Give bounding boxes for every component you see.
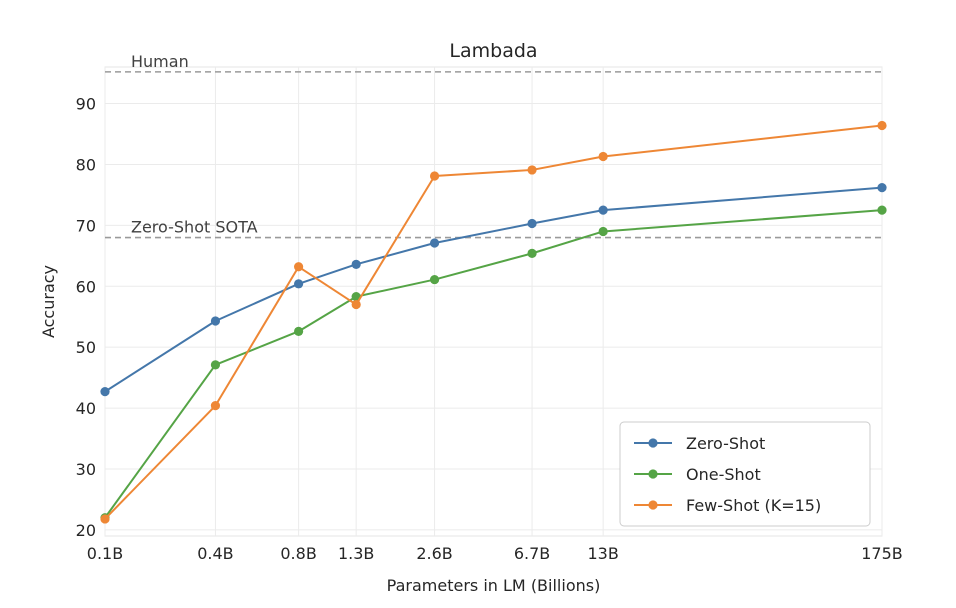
data-point xyxy=(429,274,440,285)
x-tick-label: 0.8B xyxy=(280,544,316,563)
y-tick-label: 40 xyxy=(76,399,96,418)
data-point xyxy=(351,259,361,269)
data-point xyxy=(100,514,110,524)
data-point xyxy=(294,279,304,289)
data-point xyxy=(294,262,304,272)
data-point xyxy=(429,171,440,181)
data-point xyxy=(351,299,361,310)
y-tick-label: 90 xyxy=(76,95,96,114)
reference-line-label: Zero-Shot SOTA xyxy=(131,218,258,237)
data-point xyxy=(598,205,608,215)
reference-lines: Human Zero-Shot SOTA xyxy=(105,52,882,239)
data-point xyxy=(210,360,221,370)
series-one-shot xyxy=(100,205,887,523)
series-few-shot-k-15 xyxy=(100,120,887,524)
y-tick-label: 20 xyxy=(76,521,96,540)
legend-item: Few-Shot (K=15) xyxy=(634,496,821,515)
data-point xyxy=(210,401,221,411)
x-tick-label: 2.6B xyxy=(416,544,452,563)
legend: Zero-Shot One-Shot Few-Shot (K=15) xyxy=(619,421,871,527)
y-tick-label: 70 xyxy=(76,216,96,235)
grid xyxy=(104,67,883,536)
series-group xyxy=(100,120,887,524)
chart-title: Lambada xyxy=(449,40,537,62)
x-tick-label: 175B xyxy=(861,544,903,563)
legend-swatch-marker xyxy=(648,469,658,479)
data-point xyxy=(527,165,537,175)
data-point xyxy=(877,205,887,215)
series-line xyxy=(104,186,883,393)
series-zero-shot xyxy=(100,183,887,397)
y-tick-label: 80 xyxy=(76,155,96,174)
data-point xyxy=(877,183,887,193)
y-tick-label: 60 xyxy=(76,277,96,296)
legend-frame xyxy=(619,421,871,527)
data-point xyxy=(598,226,608,237)
legend-label: One-Shot xyxy=(686,465,761,484)
x-tick-label: 0.1B xyxy=(87,544,123,563)
data-point xyxy=(527,218,537,229)
data-point xyxy=(210,316,221,326)
series-line xyxy=(104,124,883,520)
y-tick-label: 30 xyxy=(76,460,96,479)
data-point xyxy=(294,326,304,336)
y-axis-title: Accuracy xyxy=(39,265,58,338)
series-line xyxy=(104,209,883,519)
y-tick-label: 50 xyxy=(76,338,96,357)
x-tick-label: 1.3B xyxy=(338,544,374,563)
legend-label: Zero-Shot xyxy=(686,434,765,453)
legend-swatch-marker xyxy=(648,438,658,448)
legend-item: Zero-Shot xyxy=(634,434,765,453)
legend-swatch-marker xyxy=(648,500,658,510)
x-axis-title: Parameters in LM (Billions) xyxy=(387,576,601,595)
data-point xyxy=(527,248,537,258)
legend-label: Few-Shot (K=15) xyxy=(686,496,821,515)
data-point xyxy=(429,238,440,248)
data-point xyxy=(877,120,887,131)
x-tick-label: 0.4B xyxy=(197,544,233,563)
x-tick-label: 6.7B xyxy=(514,544,550,563)
legend-item: One-Shot xyxy=(634,465,761,484)
data-point xyxy=(598,151,608,162)
x-tick-label: 13B xyxy=(587,544,618,563)
y-tick-labels: 20 30 40 50 60 70 80 90 xyxy=(76,95,96,540)
x-tick-labels: 0.1B 0.4B 0.8B 1.3B 2.6B 6.7B 13B 175B xyxy=(87,544,903,563)
reference-line-label: Human xyxy=(131,52,189,71)
data-point xyxy=(100,387,110,397)
